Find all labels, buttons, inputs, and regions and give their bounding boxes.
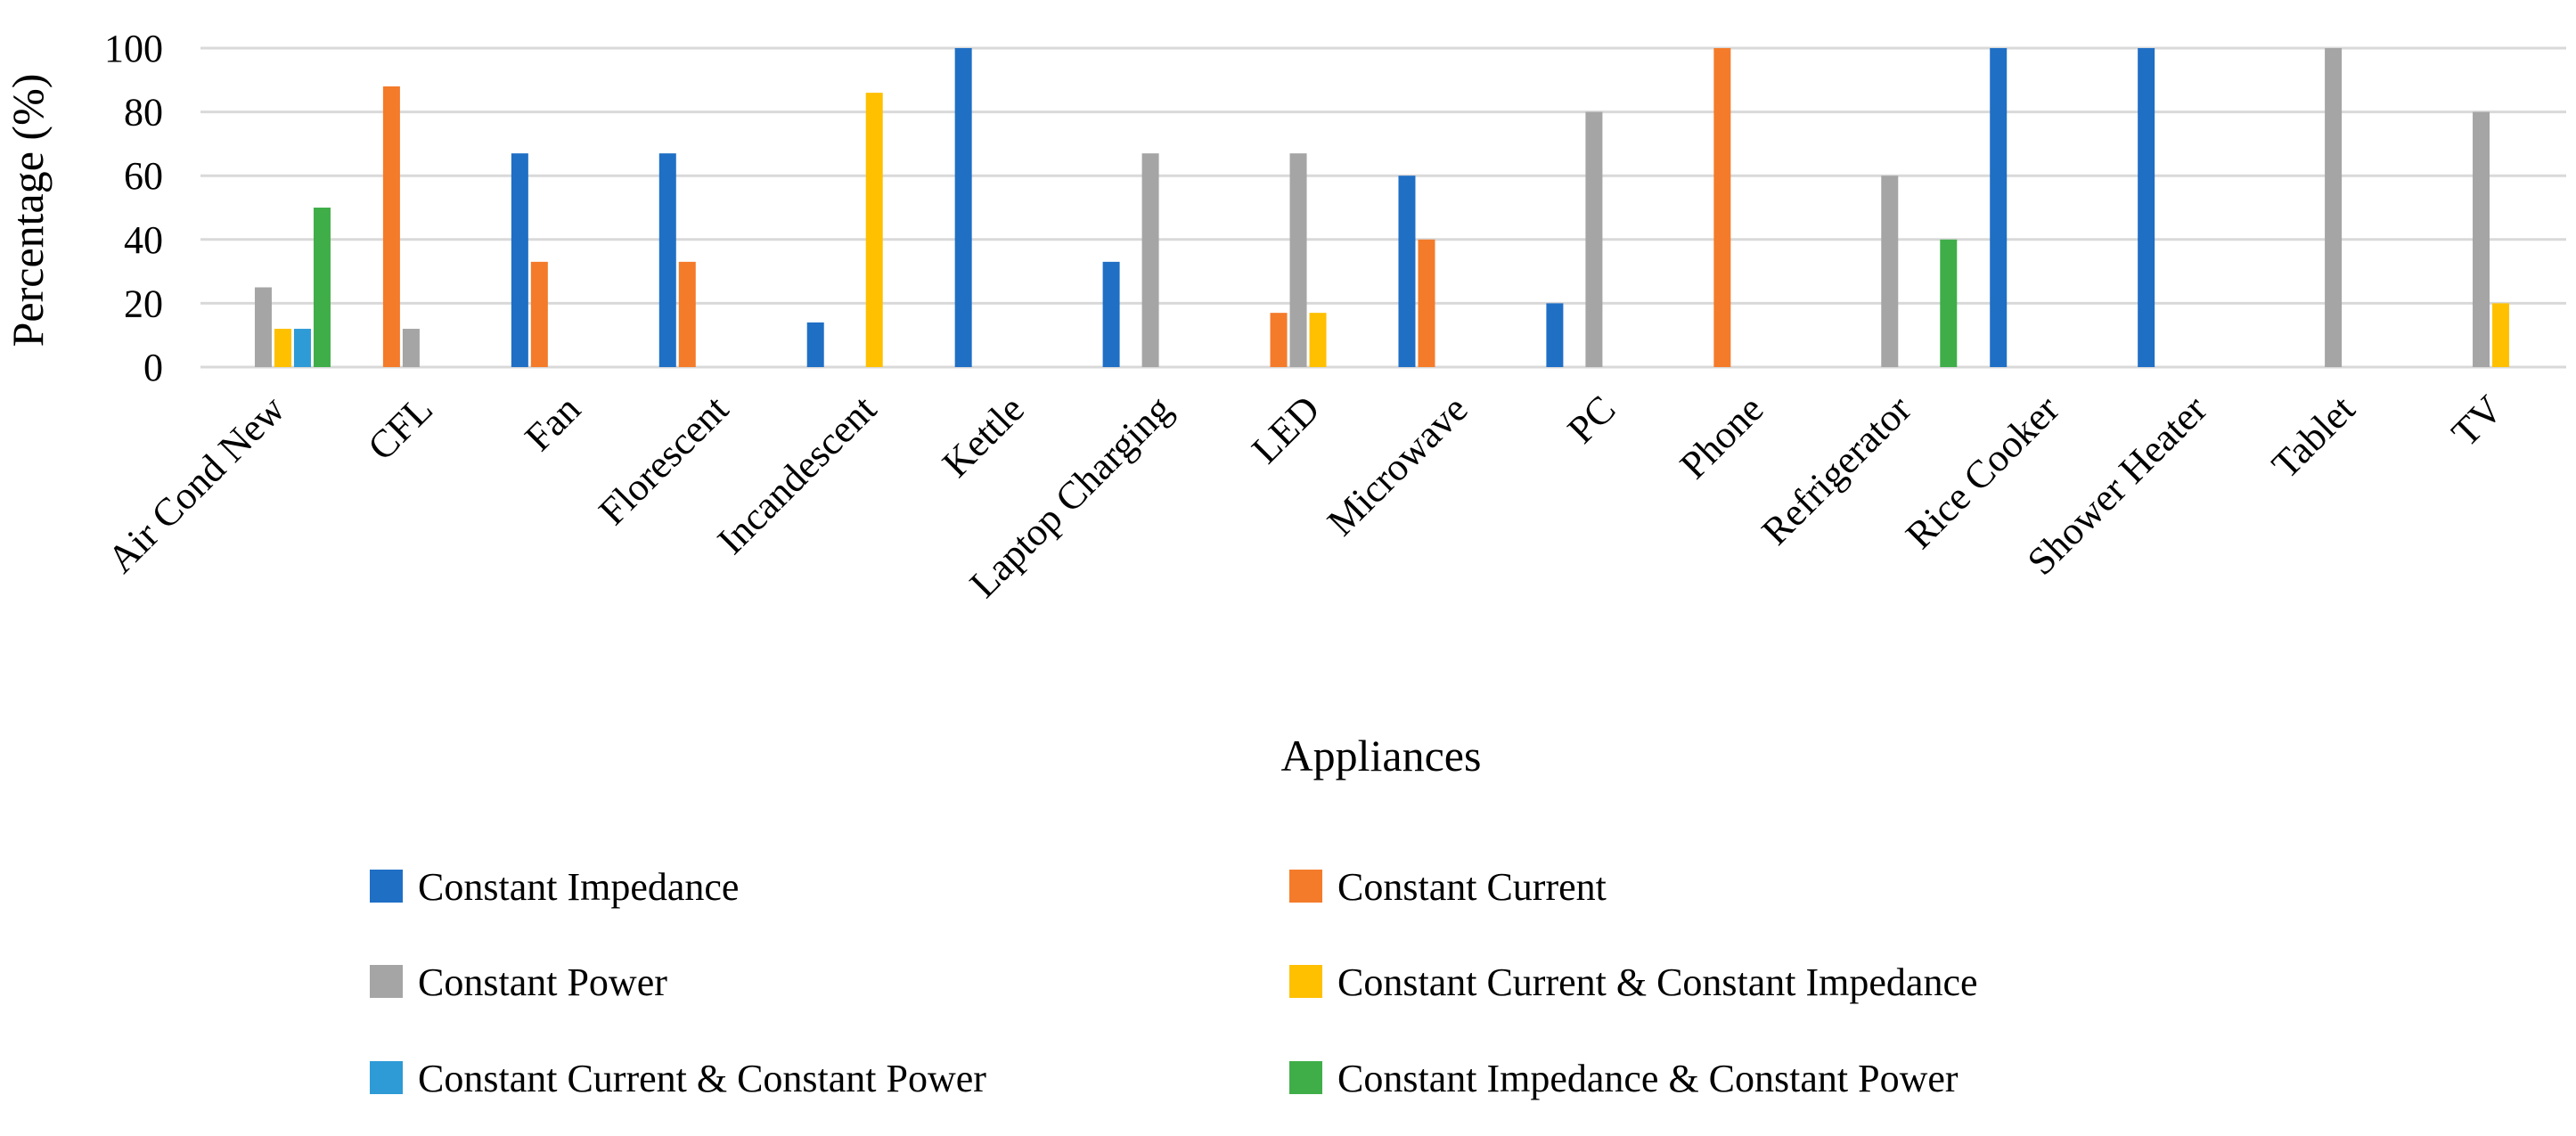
x-category-label: Fan [517,387,589,459]
legend-swatch [370,1061,403,1094]
bar-fan-constant-impedance [511,153,528,367]
bar-led-constant-current [1270,313,1288,367]
x-axis-categories: Air Cond New CFL Fan FlorescentIncandescent… [99,387,2511,606]
x-axis-title: Appliances [1281,731,1482,780]
legend-swatch [370,965,403,998]
bar-phone-constant-current [1713,48,1731,367]
bar-air-cond-new-constant-impedance-constant-power [313,208,331,367]
bar-pc-constant-power [1585,111,1603,367]
bars [254,48,2510,368]
legend-swatch [1289,1061,1322,1094]
y-tick-label: 100 [104,27,163,70]
legend-label: Constant Current & Constant Power [418,1057,986,1100]
bar-led-constant-current-constant-impedance [1309,313,1327,367]
bar-pc-constant-impedance [1546,303,1564,367]
bar-refrigerator-constant-impedance-constant-power [1940,239,1958,367]
bar-air-cond-new-constant-current-constant-impedance [274,329,291,367]
y-axis-ticks: 0 20 40 60 80 100 [104,27,163,389]
bar-laptop-charging-constant-impedance [1102,261,1120,367]
bar-tv-constant-power [2473,111,2490,367]
gridlines [200,46,2566,369]
legend-swatch [370,870,403,903]
x-category-label: TV [2443,387,2511,454]
bar-cfl-constant-power [402,329,420,367]
legend-label: Constant Current & Constant Impedance [1337,960,1978,1004]
x-category-label: LED [1243,387,1328,471]
x-category-label: Air Cond New [99,387,293,581]
bar-microwave-constant-current [1418,239,1435,367]
y-tick-label: 60 [124,154,163,198]
bar-incandescent-constant-impedance [806,322,824,367]
bar-laptop-charging-constant-power [1141,153,1159,367]
bar-refrigerator-constant-power [1881,176,1899,367]
bar-led-constant-power [1289,153,1307,367]
bar-rice-cooker-constant-impedance [1990,48,2008,367]
bar-shower-heater-constant-impedance [2138,48,2155,367]
bar-kettle-constant-impedance [954,48,972,367]
y-tick-label: 80 [124,91,163,135]
x-category-label: PC [1559,387,1624,452]
bar-air-cond-new-constant-current-constant-power [293,329,311,367]
y-tick-label: 40 [124,218,163,262]
x-category-label: Incandescent [709,387,885,562]
legend-label: Constant Power [418,960,667,1004]
bar-air-cond-new-constant-power [254,287,272,367]
bar-cfl-constant-current [382,86,400,368]
y-tick-label: 20 [124,282,163,325]
y-tick-label: 0 [143,346,163,389]
bar-florescent-constant-impedance [658,153,676,367]
bar-tablet-constant-power [2325,48,2343,367]
y-axis-title: Percentage (%) [3,74,53,347]
bar-florescent-constant-current [678,261,696,367]
legend: Constant Impedance Constant Current Consta… [370,865,1978,1100]
x-category-label: Microwave [1319,387,1476,543]
x-category-label: Refrigerator [1754,387,1920,553]
legend-label: Constant Impedance [418,865,739,909]
legend-label: Constant Impedance & Constant Power [1337,1057,1959,1100]
legend-label: Constant Current [1337,865,1607,909]
x-category-label: Tablet [2263,387,2363,486]
x-category-label: Phone [1672,387,1771,486]
legend-swatch [1289,870,1322,903]
legend-swatch [1289,965,1322,998]
x-category-label: CFL [359,387,441,469]
bar-microwave-constant-impedance [1398,176,1416,367]
x-category-label: Florescent [591,387,737,533]
x-category-label: Kettle [934,387,1033,486]
bar-fan-constant-current [530,261,548,367]
bar-tv-constant-current-constant-impedance [2492,303,2510,367]
bar-incandescent-constant-current-constant-impedance [865,93,883,368]
